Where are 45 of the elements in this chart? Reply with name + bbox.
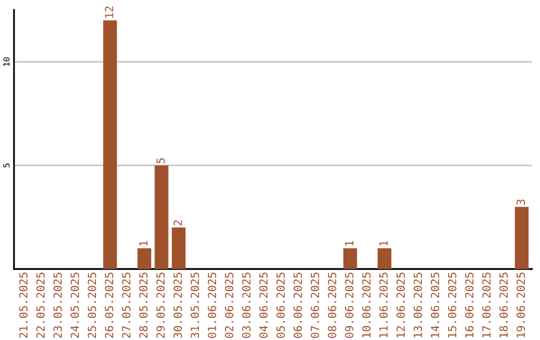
- x-tick-label: 04.06.2025: [259, 272, 268, 338]
- data-label: 1: [379, 240, 388, 246]
- x-tick-label: 16.06.2025: [465, 272, 474, 338]
- x-tick-label: 08.06.2025: [328, 272, 336, 338]
- data-label: 1: [345, 240, 354, 246]
- x-tick-label: 27.05.2025: [122, 272, 130, 338]
- x-tick-label: 02.06.2025: [224, 272, 234, 338]
- x-tick-label: 28.05.2025: [139, 272, 148, 338]
- x-tick-label: 26.05.2025: [104, 272, 114, 338]
- x-tick-label: 06.06.2025: [294, 272, 302, 338]
- x-tick-label: 22.05.2025: [36, 272, 45, 338]
- x-tick-label: 12.06.2025: [396, 272, 405, 338]
- x-tick-label: 23.05.2025: [53, 272, 62, 338]
- bar: [154, 165, 168, 269]
- x-tick-label: 10.06.2025: [362, 272, 371, 338]
- x-tick-label: 19.06.2025: [516, 272, 525, 338]
- x-tick-label: 31.05.2025: [190, 272, 200, 338]
- bar: [103, 20, 117, 269]
- x-tick-label: 11.06.2025: [379, 272, 388, 338]
- data-label: 2: [174, 220, 182, 226]
- x-tick-label: 03.06.2025: [242, 272, 251, 338]
- y-tick-label: 10: [3, 57, 10, 66]
- x-tick-label: 09.06.2025: [345, 272, 354, 338]
- bar: [343, 248, 358, 269]
- x-tick-label: 17.06.2025: [482, 272, 491, 338]
- x-tick-label: 01.06.2025: [208, 272, 216, 338]
- x-tick-label: 30.05.2025: [174, 272, 182, 338]
- data-label: 1: [139, 240, 148, 246]
- data-label: 3: [516, 200, 525, 205]
- x-tick-label: 05.06.2025: [276, 272, 285, 338]
- data-label: 5: [156, 158, 165, 164]
- bar: [514, 206, 529, 269]
- x-tick-label: 18.06.2025: [499, 272, 508, 338]
- data-label: 12: [104, 6, 114, 18]
- x-tick-label: 25.05.2025: [88, 272, 96, 338]
- x-tick-label: 07.06.2025: [310, 272, 320, 338]
- x-tick-label: 29.05.2025: [156, 272, 165, 338]
- bar: [172, 228, 186, 269]
- x-tick-label: 24.05.2025: [70, 272, 79, 338]
- x-tick-label: 21.05.2025: [19, 272, 28, 338]
- x-tick-label: 14.06.2025: [430, 272, 440, 338]
- bar: [137, 248, 152, 269]
- x-tick-label: 13.06.2025: [414, 272, 422, 338]
- bar: [378, 248, 392, 269]
- x-tick-label: 15.06.2025: [448, 272, 456, 338]
